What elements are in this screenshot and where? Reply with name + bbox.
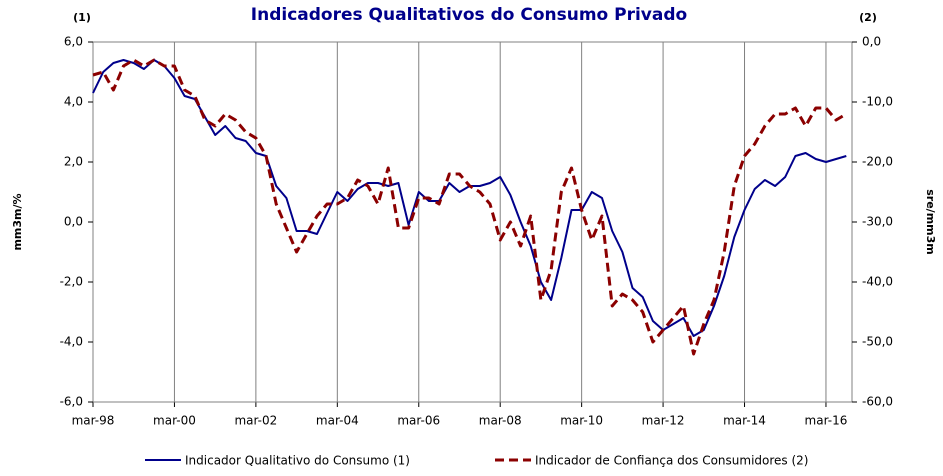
y-tick-label: 4,0 bbox=[64, 95, 83, 109]
y2-tick-label: -30,0 bbox=[862, 215, 893, 229]
y-tick-label: 6,0 bbox=[64, 35, 83, 49]
legend-label: Indicador de Confiança dos Consumidores … bbox=[535, 454, 809, 468]
y-axis-title: mm3m/% bbox=[11, 193, 24, 250]
x-tick-label: mar-00 bbox=[153, 414, 196, 428]
y2-tick-label: 0,0 bbox=[862, 35, 881, 49]
series-line bbox=[92, 58, 848, 356]
y2-tick-label: -20,0 bbox=[862, 155, 893, 169]
y2-tick-label: -40,0 bbox=[862, 275, 893, 289]
y-tick-label: -4,0 bbox=[60, 335, 83, 349]
x-tick-label: mar-14 bbox=[723, 414, 766, 428]
annotation: (2) bbox=[859, 11, 877, 24]
y-tick-label: 0,0 bbox=[64, 215, 83, 229]
annotation: (1) bbox=[73, 11, 91, 24]
chart-title: Indicadores Qualitativos do Consumo Priv… bbox=[251, 5, 687, 25]
x-tick-label: mar-16 bbox=[805, 414, 848, 428]
x-tick-label: mar-10 bbox=[560, 414, 603, 428]
x-tick-label: mar-04 bbox=[316, 414, 359, 428]
y-tick-label: -2,0 bbox=[60, 275, 83, 289]
y2-tick-label: -50,0 bbox=[862, 335, 893, 349]
x-tick-label: mar-08 bbox=[479, 414, 522, 428]
y-tick-label: -6,0 bbox=[60, 395, 83, 409]
x-tick-label: mar-06 bbox=[397, 414, 440, 428]
x-tick-label: mar-98 bbox=[72, 414, 115, 428]
y2-tick-label: -10,0 bbox=[862, 95, 893, 109]
legend-label: Indicador Qualitativo do Consumo (1) bbox=[185, 454, 410, 468]
y-tick-label: 2,0 bbox=[64, 155, 83, 169]
x-tick-label: mar-12 bbox=[642, 414, 685, 428]
y2-tick-label: -60,0 bbox=[862, 395, 893, 409]
x-tick-label: mar-02 bbox=[234, 414, 277, 428]
y2-axis-title: sre/mm3m bbox=[924, 189, 937, 255]
